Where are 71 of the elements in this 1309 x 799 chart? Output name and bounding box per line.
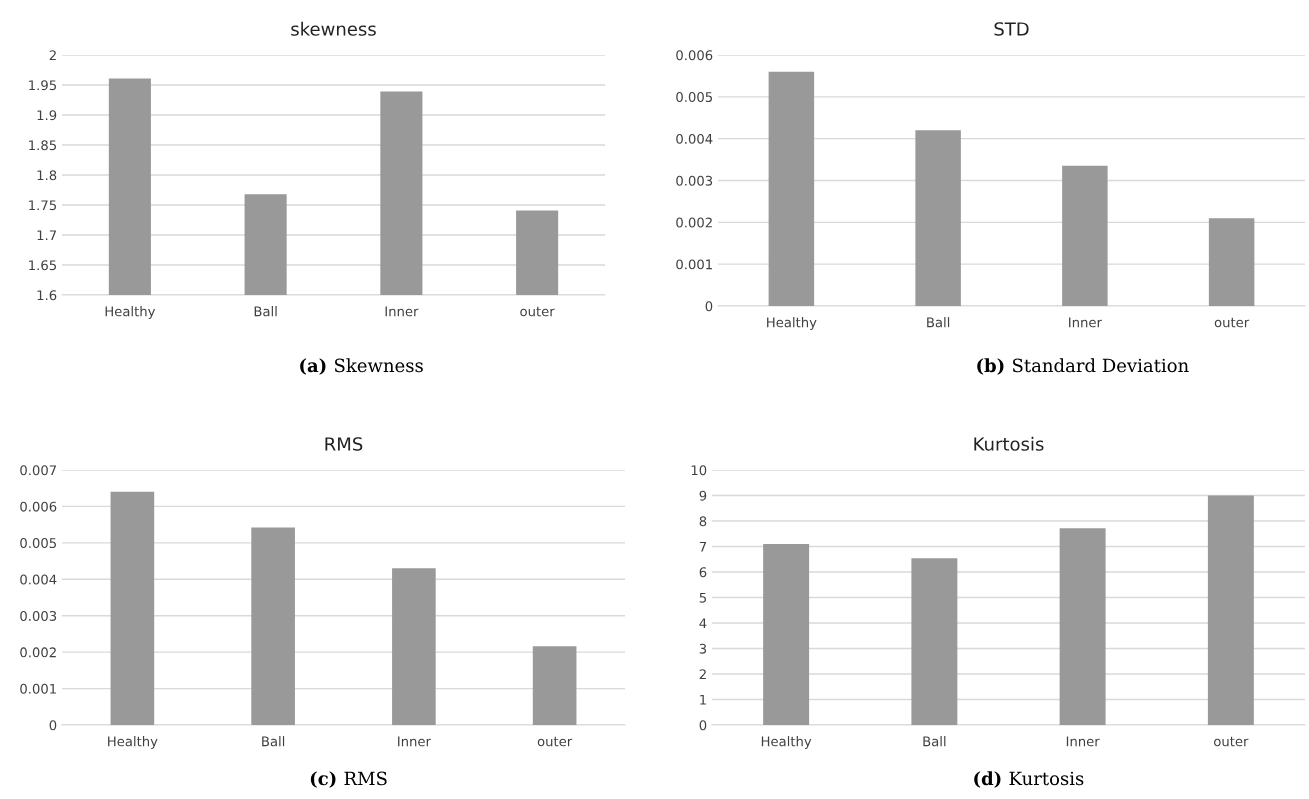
bar: [532, 646, 577, 725]
y-tick-label: 0.003: [676, 175, 713, 186]
text: (c) RMS: [310, 771, 387, 788]
x-tick-label: Inner: [1066, 736, 1100, 747]
y-tick-label: 0.005: [676, 92, 712, 103]
y-tick-label: 0.001: [20, 683, 56, 694]
x-tick-label: Inner: [398, 736, 431, 747]
bar: [1059, 528, 1106, 725]
x-tick-label: outer: [1214, 317, 1250, 328]
y-tick-label: 1.9: [37, 110, 57, 121]
y-tick-label: 1.75: [29, 200, 56, 211]
bar: [251, 527, 295, 725]
y-tick-label: 0: [699, 720, 707, 731]
bar: [911, 558, 958, 725]
chart-title: RMS: [325, 437, 363, 451]
y-tick-label: 0.002: [676, 217, 712, 228]
y-tick-label: 2: [699, 669, 706, 680]
y-tick-label: 1.6: [37, 290, 57, 301]
text: (b) Standard Deviation: [977, 358, 1189, 375]
y-tick-label: 6: [699, 567, 707, 578]
y-tick-label: 3: [699, 643, 707, 654]
y-tick-label: 0.005: [20, 538, 56, 549]
bar: [1207, 495, 1254, 725]
text: (a) Skewness: [300, 358, 423, 375]
chart-title: STD: [994, 22, 1029, 36]
y-tick-label: 4: [699, 618, 707, 629]
bar: [110, 491, 155, 725]
y-tick-label: 0.003: [20, 610, 57, 621]
x-tick-label: Healthy: [761, 736, 812, 749]
chart-title: Kurtosis: [974, 436, 1044, 451]
y-tick-label: 1.8: [37, 170, 57, 181]
y-tick-label: 2: [49, 50, 56, 61]
x-tick-label: Ball: [923, 736, 946, 747]
x-tick-label: Ball: [927, 317, 950, 328]
y-tick-label: 0.001: [676, 259, 712, 270]
x-tick-label: Inner: [385, 306, 419, 317]
bar: [763, 543, 810, 725]
y-tick-label: 1.65: [29, 260, 56, 271]
y-tick-label: 0.006: [676, 50, 713, 61]
y-tick-label: 1.7: [37, 230, 57, 241]
y-tick-label: 5: [699, 592, 706, 603]
x-tick-label: Inner: [1069, 317, 1102, 328]
y-tick-label: 0.002: [20, 647, 56, 658]
y-tick-label: 1: [700, 694, 706, 705]
y-tick-label: 1.95: [29, 80, 56, 91]
x-tick-label: Healthy: [108, 736, 158, 749]
y-tick-label: 1.85: [29, 140, 56, 151]
x-tick-label: outer: [520, 306, 555, 317]
bar: [768, 71, 815, 306]
chart-title: skewness: [291, 21, 376, 36]
x-tick-label: outer: [537, 736, 573, 747]
x-tick-label: Ball: [262, 736, 285, 747]
bar: [392, 568, 436, 725]
y-tick-label: 0.004: [20, 574, 57, 585]
x-tick-label: outer: [1214, 736, 1249, 747]
x-tick-label: Healthy: [767, 317, 817, 330]
y-tick-label: 0.004: [676, 133, 713, 144]
bar: [1062, 165, 1108, 306]
y-tick-label: 0.006: [20, 501, 57, 512]
y-tick-label: 9: [699, 490, 707, 501]
bar: [915, 130, 961, 306]
y-tick-label: 0.007: [20, 465, 57, 476]
text: (d) Kurtosis: [974, 771, 1084, 788]
x-tick-label: Healthy: [105, 306, 156, 319]
y-tick-label: 0: [49, 720, 57, 731]
bar: [1208, 218, 1255, 306]
y-tick-label: 10: [691, 465, 707, 476]
x-tick-label: Ball: [254, 306, 277, 317]
y-tick-label: 8: [699, 516, 707, 527]
y-tick-label: 0: [705, 301, 713, 312]
y-tick-label: 7: [699, 541, 707, 552]
